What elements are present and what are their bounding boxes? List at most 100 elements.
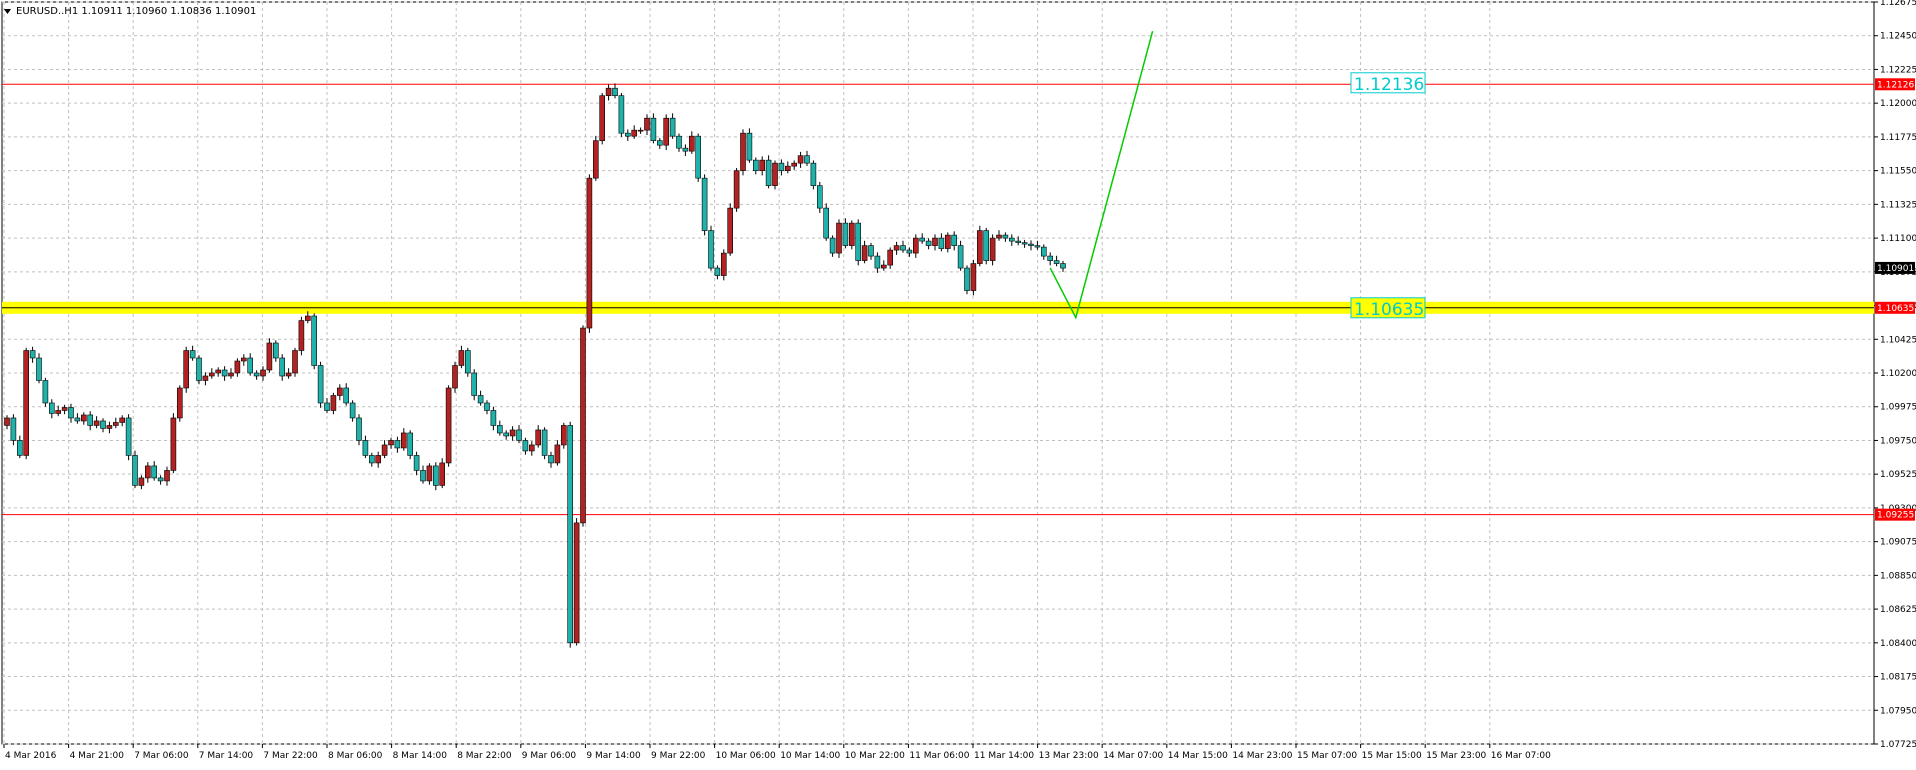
price-tick-label: 1.08175 [1880, 673, 1916, 683]
candle-body [157, 477, 164, 482]
candle-body [964, 267, 970, 291]
candle-body [650, 117, 657, 141]
price-tick-label: 1.12225 [1880, 65, 1916, 75]
price-tick-label: 1.11775 [1880, 133, 1916, 143]
price-tick-label: 1.08625 [1880, 605, 1916, 615]
candle-body [855, 222, 862, 261]
candle-body [388, 440, 394, 446]
candle-body [983, 230, 990, 261]
time-tick-label: 11 Mar 14:00 [974, 751, 1034, 761]
resistance-badge [1875, 78, 1915, 91]
time-tick-label: 15 Mar 15:00 [1362, 751, 1422, 761]
candle-body [976, 230, 983, 264]
time-tick-label: 14 Mar 15:00 [1168, 751, 1228, 761]
candle-body [663, 117, 670, 146]
time-tick-label: 7 Mar 14:00 [199, 751, 254, 761]
candle-body [48, 402, 55, 414]
price-axis[interactable]: 1.12675 1.12450 1.12225 1.12000 1.11775 1.115… [1874, 0, 1916, 750]
resistance-badge-label: 1.12126 [1877, 80, 1914, 90]
candle-body [426, 465, 433, 482]
candle-body [381, 444, 388, 456]
candle-body [394, 440, 401, 449]
candle-body [567, 425, 574, 644]
candle-body [432, 465, 439, 486]
candle-body [464, 350, 471, 374]
candle-body [74, 417, 81, 422]
chart-header: EURUSD..H1 1.10911 1.10960 1.10836 1.109… [4, 6, 256, 17]
candle-body [720, 252, 727, 276]
candle-body [407, 432, 414, 456]
candle-body [81, 414, 87, 422]
candle-body [637, 129, 644, 132]
candle-body [1047, 255, 1053, 261]
candle-body [138, 477, 145, 486]
candle-body [970, 263, 977, 291]
candle-body [336, 387, 343, 396]
time-tick-label: 15 Mar 23:00 [1426, 751, 1486, 761]
candle-body [848, 222, 855, 246]
candle-body [944, 234, 951, 249]
candle-body [804, 155, 810, 164]
candle-body [548, 455, 554, 464]
candle-body [368, 455, 375, 464]
candle-body [42, 380, 49, 404]
candle-body [861, 245, 868, 261]
candle-body [420, 470, 426, 482]
candle-body [1015, 240, 1022, 243]
candle-body [573, 522, 580, 644]
candle-body [503, 432, 510, 437]
time-axis[interactable]: 4 Mar 2016 4 Mar 21:00 7 Mar 06:00 7 Mar 14… [3, 744, 1551, 761]
candle-body [241, 357, 247, 362]
candle-body [4, 417, 10, 426]
candle-body [740, 132, 746, 171]
candle-body [919, 237, 926, 242]
candle-body [996, 234, 1002, 239]
candle-body [1021, 242, 1028, 245]
candle-body [317, 365, 324, 404]
price-annotation-box [1350, 297, 1426, 319]
candle-body [669, 117, 676, 137]
candle-body [784, 165, 791, 171]
triangle-down-icon[interactable] [4, 9, 11, 14]
candle-body [816, 185, 823, 209]
candle-body [1008, 237, 1015, 242]
candle-body [893, 245, 900, 251]
candle-body [925, 240, 932, 246]
support-badge [1875, 508, 1915, 521]
candle-body [490, 410, 497, 426]
price-tick-label: 1.11550 [1880, 167, 1916, 177]
candle-body [452, 365, 458, 389]
candle-body [900, 245, 906, 251]
time-tick-label: 10 Mar 06:00 [716, 751, 776, 761]
candle-body [458, 350, 465, 366]
candle-body [298, 320, 305, 351]
price-tick-label: 1.08850 [1880, 571, 1916, 581]
candle-body [349, 402, 356, 419]
candle-body [477, 395, 484, 404]
candle-body [196, 357, 202, 381]
support-badge-label: 1.09255 [1877, 511, 1914, 521]
time-tick-label: 7 Mar 06:00 [134, 751, 189, 761]
candle-body [752, 159, 759, 171]
candle-body [87, 414, 93, 426]
price-tick-label: 1.11100 [1880, 234, 1916, 244]
candle-body [311, 315, 318, 366]
candle-body [522, 440, 529, 452]
candle-body [989, 237, 996, 261]
time-tick-label: 4 Mar 2016 [5, 751, 57, 761]
candle-body [797, 155, 804, 164]
candle-body [874, 255, 881, 269]
time-tick-label: 13 Mar 23:00 [1039, 751, 1099, 761]
candle-body [868, 245, 874, 257]
candle-body [951, 234, 958, 246]
candle-body [727, 207, 734, 254]
candle-body [746, 132, 753, 161]
candle-body [170, 417, 177, 471]
candle-body [605, 87, 612, 96]
candle-body [765, 159, 772, 186]
price-tick-label: 1.11325 [1880, 200, 1916, 210]
price-tick-label: 1.07950 [1880, 706, 1916, 716]
candle-body [778, 162, 785, 171]
